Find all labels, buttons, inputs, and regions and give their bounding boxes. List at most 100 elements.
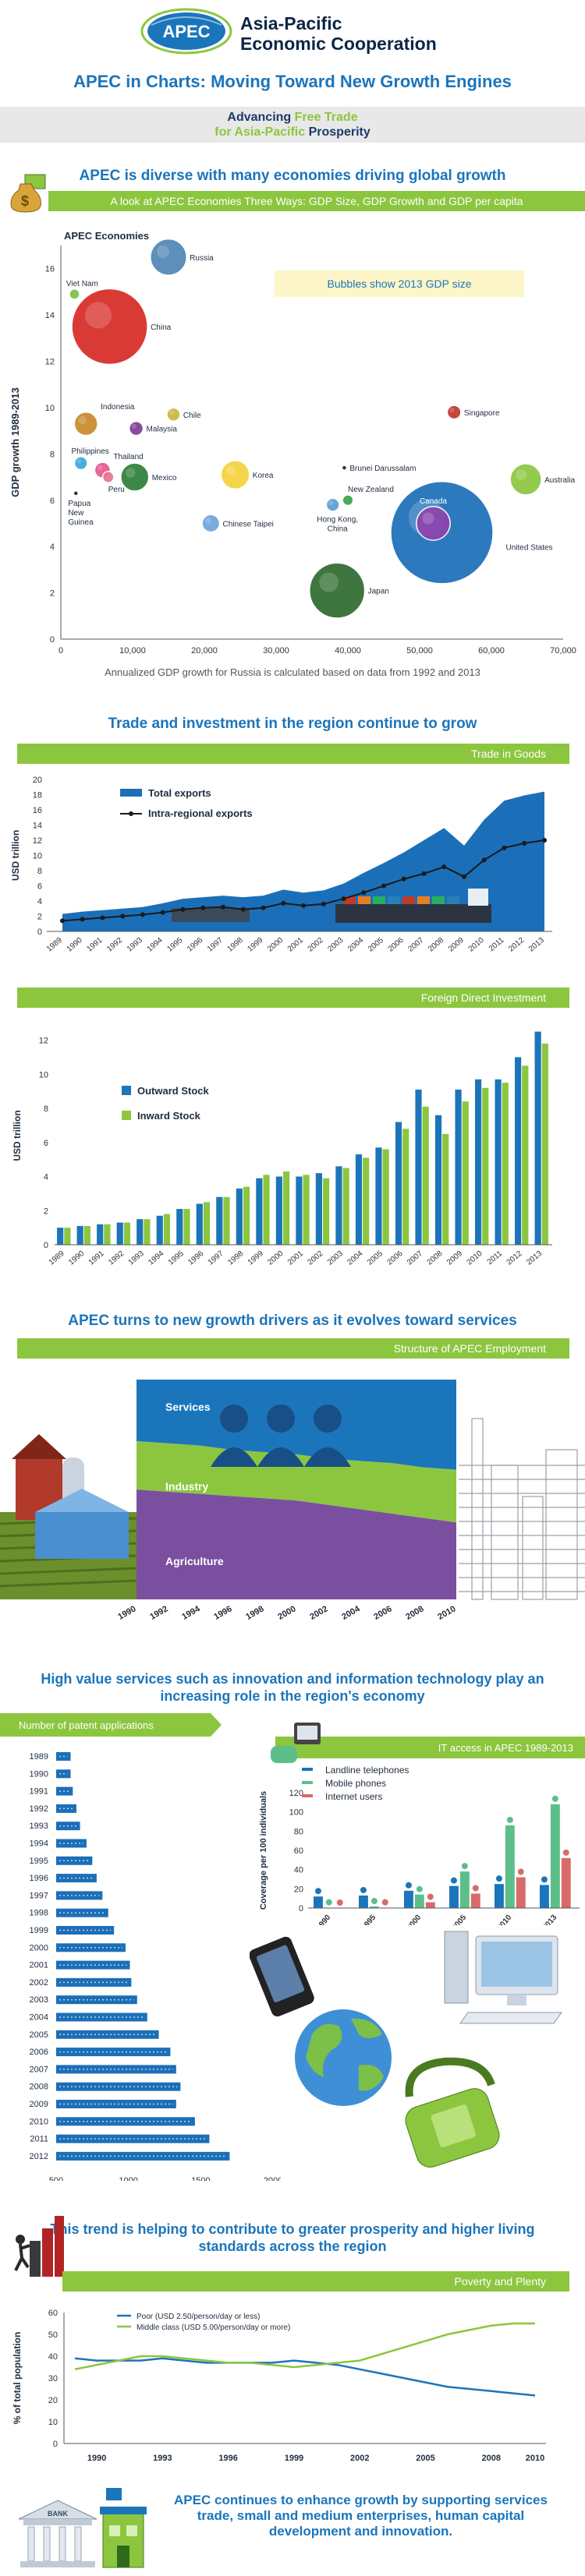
x-tick-label: 0 — [58, 646, 63, 655]
bubble-highlight-canada — [422, 512, 434, 525]
bar-inward-stock-2011 — [502, 1083, 509, 1245]
y-tick-label: 40 — [294, 1866, 303, 1875]
bar-outward-stock-1990 — [76, 1225, 83, 1245]
x-tick-label: 1993 — [127, 1249, 146, 1267]
bubble-highlight-hong-kong-china — [328, 500, 334, 506]
x-tick-label: 1990 — [67, 1249, 86, 1267]
x-tick-label: 2002 — [350, 2454, 369, 2463]
y-tick-label: 120 — [289, 1789, 303, 1798]
legend-swatch-total-exports — [120, 789, 142, 797]
y-tick-label: 2006 — [30, 2048, 48, 2057]
tagline-word-free-trade: Free Trade — [294, 111, 358, 124]
bar-patents-2011 — [56, 2134, 210, 2143]
y-axis-label: % of total population — [12, 2332, 23, 2425]
bubble-malaysia — [128, 421, 144, 436]
x-tick-label: 2010 — [465, 1249, 484, 1267]
intra-regional-point — [522, 840, 527, 846]
y-tick-label: 6 — [44, 1139, 48, 1148]
bubble-label-papua-new-guinea-2: New — [68, 509, 84, 518]
bar-patents-1995 — [56, 1856, 93, 1865]
y-tick-label: 0 — [44, 1241, 48, 1250]
employment-ribbon: Structure of APEC Employment — [17, 1338, 569, 1359]
y-tick-label: 60 — [294, 1846, 303, 1856]
x-tick-label: 1999 — [246, 1249, 265, 1267]
tagline-bar: Advancing Free Trade for Asia-Pacific Pr… — [0, 107, 585, 143]
x-tick-label: 2011 — [486, 1249, 505, 1267]
bar-landline-telephones-2000 — [403, 1890, 413, 1908]
x-tick-label: 1992 — [148, 1604, 169, 1622]
bubble-label-hong-kong-2: China — [328, 525, 349, 534]
bar-outward-stock-2002 — [315, 1173, 323, 1245]
bar-icon-mobile-phones — [416, 1885, 423, 1892]
bar-inward-stock-2003 — [342, 1168, 349, 1245]
bar-outward-stock-2006 — [395, 1122, 402, 1245]
factory-illustration — [459, 1418, 585, 1600]
section1-ribbon: A look at APEC Economies Three Ways: GDP… — [48, 191, 585, 211]
x-tick-label: 2008 — [425, 1249, 444, 1267]
it-ribbon — [275, 1737, 585, 1758]
bar-icon-internet-users — [427, 1893, 434, 1900]
trade-chart: 0 2 4 6 8 10 12 14 16 18 20 USD trillion 1989 1990 199… — [0, 772, 585, 959]
y-tick-label: 10 — [39, 1070, 48, 1080]
x-tick-label: 2013 — [527, 936, 546, 954]
x-tick-label: 2006 — [385, 1249, 404, 1267]
bank-icon: BANK — [18, 2500, 98, 2567]
bubble-philippines — [73, 456, 88, 471]
bubble-highlight-chile — [168, 410, 174, 415]
x-tick-label: 1998 — [226, 1249, 245, 1267]
bar-landline-telephones-1990 — [313, 1896, 323, 1908]
section2-heading: Trade and investment in the region conti… — [108, 716, 477, 732]
bubble-korea — [220, 460, 250, 490]
x-tick-label: 1991 — [85, 936, 104, 954]
y-tick-label: 6 — [37, 882, 42, 892]
y-axis-label: USD trillion — [12, 1110, 23, 1161]
chart-note-box — [275, 270, 524, 297]
y-tick-label: 2 — [37, 913, 42, 922]
x-tick-label: 2009 — [447, 936, 466, 954]
apec-logo[interactable]: APEC — [140, 8, 232, 55]
bar-patents-1998 — [56, 1908, 108, 1917]
y-tick-label: 80 — [294, 1827, 303, 1836]
devices-illustration — [249, 1925, 585, 2175]
bar-outward-stock-2008 — [434, 1115, 442, 1245]
x-tick-label: 2009 — [445, 1249, 464, 1267]
bar-icon-landline-telephones — [450, 1877, 457, 1884]
x-tick-label: 2007 — [406, 1249, 424, 1267]
x-tick-label: 2013 — [525, 1249, 544, 1267]
legend-label-poor-usd-2-50-person-day-or-less: Poor (USD 2.50/person/day or less) — [136, 2313, 260, 2321]
bubble-label-china: China — [151, 323, 172, 332]
bar-patents-2004 — [56, 2012, 147, 2022]
x-tick-label: 1990 — [87, 2454, 106, 2463]
tagline-line1: Advancing Free Trade — [0, 111, 585, 125]
bubble-label-japan: Japan — [368, 588, 389, 596]
bar-outward-stock-1999 — [256, 1178, 263, 1245]
bubble-label-hong-kong-1: Hong Kong, — [317, 516, 358, 525]
line-poor-usd-2-50-person-day-or-less — [74, 2357, 536, 2397]
bubble-new-zealand — [342, 494, 354, 507]
bar-outward-stock-2011 — [495, 1079, 502, 1245]
y-tick-label: 1989 — [30, 1752, 48, 1762]
y-tick-label: 2002 — [30, 1978, 48, 1988]
bubble-label-chile: Chile — [183, 412, 201, 420]
bar-inward-stock-1996 — [203, 1202, 211, 1245]
section1-footnote: Annualized GDP growth for Russia is calc… — [105, 666, 480, 678]
cargo-container-icon — [402, 896, 415, 904]
org-name-line1: Asia-Pacific — [240, 13, 342, 34]
y-tick-label: 0 — [53, 2440, 58, 2449]
x-tick-label: 1994 — [147, 1249, 165, 1267]
bubble-highlight-singapore — [449, 408, 455, 413]
x-tick-label: 2012 — [505, 1249, 524, 1267]
bar-inward-stock-2001 — [303, 1175, 310, 1245]
y-tick-label: 2 — [44, 1207, 48, 1216]
y-tick-label: 20 — [294, 1885, 303, 1894]
cargo-container-icon — [417, 896, 430, 904]
bar-outward-stock-2001 — [296, 1176, 303, 1245]
footer-line1: APEC continues to enhance growth by supp… — [174, 2493, 548, 2507]
cargo-container-icon — [432, 896, 445, 904]
line-middle-class-usd-5-00-person-day-or-more — [74, 2322, 535, 2371]
y-tick-label: 14 — [33, 822, 42, 831]
farm-furrow — [0, 1579, 137, 1588]
bar-outward-stock-2000 — [275, 1176, 282, 1245]
intra-regional-point — [80, 917, 85, 922]
